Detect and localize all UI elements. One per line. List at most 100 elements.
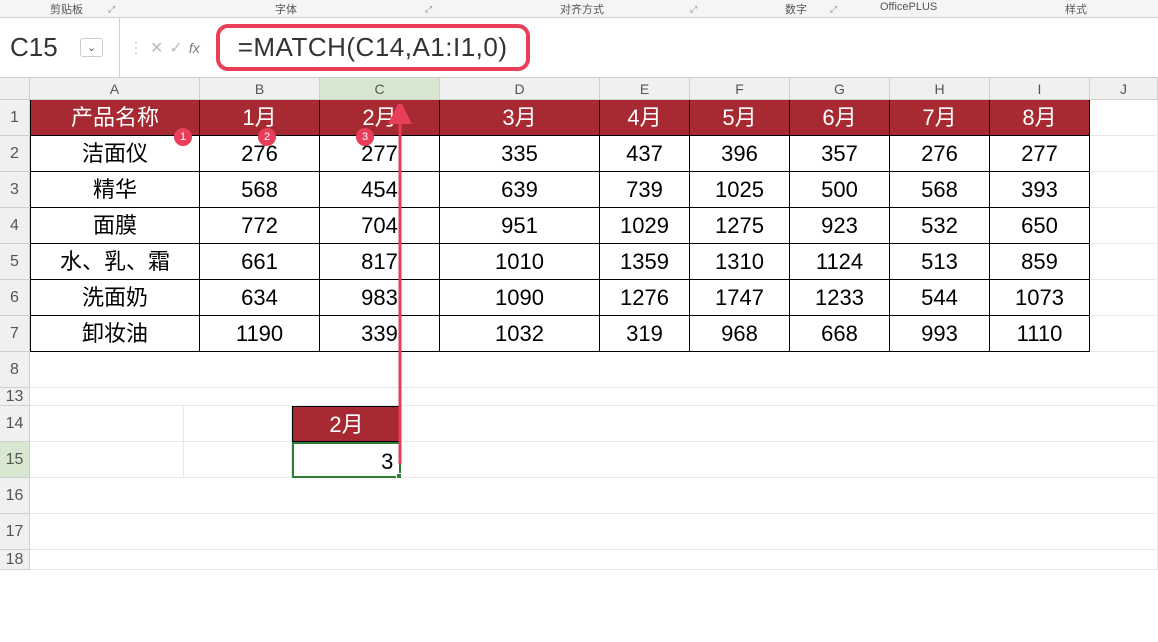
empty-cell[interactable] — [30, 352, 1158, 388]
data-cell[interactable]: 923 — [790, 208, 890, 244]
data-cell[interactable]: 859 — [990, 244, 1090, 280]
data-cell[interactable]: 437 — [600, 136, 690, 172]
data-cell[interactable]: 951 — [440, 208, 600, 244]
data-cell[interactable]: 739 — [600, 172, 690, 208]
row-header[interactable]: 8 — [0, 352, 30, 388]
fx-icon[interactable]: fx — [189, 40, 208, 56]
data-cell[interactable]: 544 — [890, 280, 990, 316]
col-header-f[interactable]: F — [690, 78, 790, 100]
dialog-launcher-icon[interactable]: ⤢ — [425, 4, 432, 15]
col-header-d[interactable]: D — [440, 78, 600, 100]
data-cell[interactable]: 335 — [440, 136, 600, 172]
row-header[interactable]: 5 — [0, 244, 30, 280]
empty-cell[interactable] — [30, 406, 184, 442]
data-cell[interactable]: 1359 — [600, 244, 690, 280]
empty-cell[interactable] — [30, 514, 1158, 550]
table-header-cell[interactable]: 3月 — [440, 100, 600, 136]
row-header[interactable]: 2 — [0, 136, 30, 172]
data-cell[interactable]: 319 — [600, 316, 690, 352]
data-cell[interactable]: 面膜 — [30, 208, 200, 244]
data-cell[interactable]: 1029 — [600, 208, 690, 244]
col-header-g[interactable]: G — [790, 78, 890, 100]
data-cell[interactable]: 772 — [200, 208, 320, 244]
formula-input[interactable]: =MATCH(C14,A1:I1,0) — [216, 24, 530, 71]
data-cell[interactable]: 393 — [990, 172, 1090, 208]
data-cell[interactable]: 1073 — [990, 280, 1090, 316]
enter-icon[interactable]: ✓ — [169, 38, 182, 58]
name-box-dropdown-icon[interactable]: ⌄ — [80, 38, 103, 57]
table-header-cell[interactable]: 2月 — [320, 100, 440, 136]
row-header[interactable]: 3 — [0, 172, 30, 208]
data-cell[interactable]: 1190 — [200, 316, 320, 352]
empty-cell[interactable] — [401, 442, 1158, 478]
table-header-cell[interactable]: 6月 — [790, 100, 890, 136]
data-cell[interactable]: 1124 — [790, 244, 890, 280]
col-header-e[interactable]: E — [600, 78, 690, 100]
data-cell[interactable]: 500 — [790, 172, 890, 208]
empty-cell[interactable] — [1090, 280, 1158, 316]
data-cell[interactable]: 817 — [320, 244, 440, 280]
data-cell[interactable]: 卸妆油 — [30, 316, 200, 352]
cancel-icon[interactable]: ✕ — [150, 38, 163, 58]
empty-cell[interactable] — [1090, 136, 1158, 172]
data-cell[interactable]: 精华 — [30, 172, 200, 208]
lookup-value-cell[interactable]: 2月 — [292, 406, 401, 442]
active-cell[interactable]: 3 — [292, 442, 401, 478]
data-cell[interactable]: 532 — [890, 208, 990, 244]
data-cell[interactable]: 1276 — [600, 280, 690, 316]
row-header[interactable]: 15 — [0, 442, 30, 478]
empty-cell[interactable] — [184, 442, 292, 478]
data-cell[interactable]: 277 — [320, 136, 440, 172]
table-header-cell[interactable]: 8月 — [990, 100, 1090, 136]
data-cell[interactable]: 1310 — [690, 244, 790, 280]
empty-cell[interactable] — [30, 478, 1158, 514]
row-header[interactable]: 17 — [0, 514, 30, 550]
col-header-j[interactable]: J — [1090, 78, 1158, 100]
data-cell[interactable]: 1110 — [990, 316, 1090, 352]
table-header-cell[interactable]: 产品名称 — [30, 100, 200, 136]
data-cell[interactable]: 357 — [790, 136, 890, 172]
col-header-c[interactable]: C — [320, 78, 440, 100]
data-cell[interactable]: 洗面奶 — [30, 280, 200, 316]
data-cell[interactable]: 1025 — [690, 172, 790, 208]
empty-cell[interactable] — [30, 388, 1158, 406]
table-header-cell[interactable]: 7月 — [890, 100, 990, 136]
data-cell[interactable]: 水、乳、霜 — [30, 244, 200, 280]
empty-cell[interactable] — [30, 550, 1158, 570]
dialog-launcher-icon[interactable]: ⤢ — [108, 4, 115, 15]
col-header-h[interactable]: H — [890, 78, 990, 100]
row-header[interactable]: 18 — [0, 550, 30, 570]
data-cell[interactable]: 276 — [890, 136, 990, 172]
dialog-launcher-icon[interactable]: ⤢ — [830, 4, 837, 15]
data-cell[interactable]: 1275 — [690, 208, 790, 244]
data-cell[interactable]: 968 — [690, 316, 790, 352]
data-cell[interactable]: 1747 — [690, 280, 790, 316]
table-header-cell[interactable]: 4月 — [600, 100, 690, 136]
data-cell[interactable]: 983 — [320, 280, 440, 316]
data-cell[interactable]: 668 — [790, 316, 890, 352]
table-header-cell[interactable]: 5月 — [690, 100, 790, 136]
data-cell[interactable]: 568 — [200, 172, 320, 208]
data-cell[interactable]: 1010 — [440, 244, 600, 280]
data-cell[interactable]: 1032 — [440, 316, 600, 352]
col-header-i[interactable]: I — [990, 78, 1090, 100]
row-header[interactable]: 1 — [0, 100, 30, 136]
data-cell[interactable]: 454 — [320, 172, 440, 208]
data-cell[interactable]: 513 — [890, 244, 990, 280]
empty-cell[interactable] — [1090, 208, 1158, 244]
row-header[interactable]: 13 — [0, 388, 30, 406]
data-cell[interactable]: 339 — [320, 316, 440, 352]
empty-cell[interactable] — [1090, 244, 1158, 280]
empty-cell[interactable] — [30, 442, 184, 478]
empty-cell[interactable] — [401, 406, 1158, 442]
data-cell[interactable]: 993 — [890, 316, 990, 352]
data-cell[interactable]: 396 — [690, 136, 790, 172]
row-header[interactable]: 6 — [0, 280, 30, 316]
row-header[interactable]: 4 — [0, 208, 30, 244]
data-cell[interactable]: 1090 — [440, 280, 600, 316]
empty-cell[interactable] — [1090, 316, 1158, 352]
empty-cell[interactable] — [1090, 172, 1158, 208]
name-box[interactable] — [8, 31, 78, 64]
data-cell[interactable]: 639 — [440, 172, 600, 208]
data-cell[interactable]: 634 — [200, 280, 320, 316]
